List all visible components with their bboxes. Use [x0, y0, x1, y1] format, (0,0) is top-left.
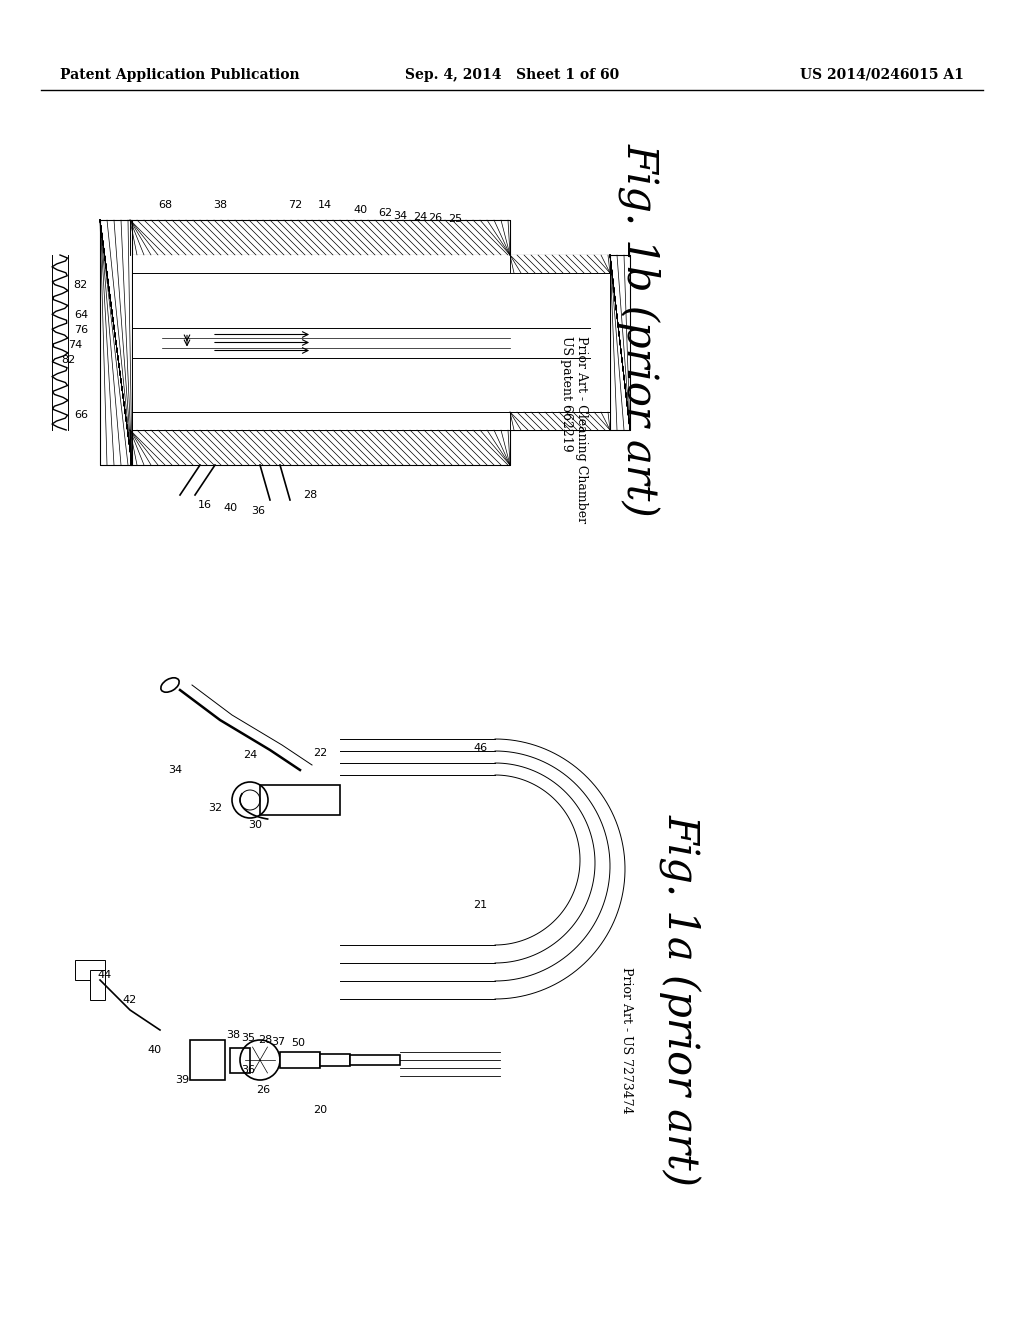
Text: Prior Art - US 7273474: Prior Art - US 7273474 — [620, 966, 633, 1113]
Text: 22: 22 — [313, 748, 327, 758]
Text: 30: 30 — [248, 820, 262, 830]
Bar — [280, 1052, 319, 1068]
Text: 76: 76 — [74, 325, 88, 335]
Text: Prior Art - Cleaning Chamber
US patent 662219: Prior Art - Cleaning Chamber US patent 6… — [560, 337, 588, 524]
Text: 72: 72 — [288, 201, 302, 210]
Text: 36: 36 — [241, 1065, 255, 1074]
Text: 24: 24 — [243, 750, 257, 760]
Text: 25: 25 — [447, 214, 462, 224]
Text: Fig. 1a (prior art): Fig. 1a (prior art) — [658, 814, 701, 1185]
Text: Patent Application Publication: Patent Application Publication — [60, 69, 300, 82]
Text: 16: 16 — [198, 500, 212, 510]
Bar — [510, 255, 610, 273]
Text: 38: 38 — [226, 1030, 240, 1040]
Text: 68: 68 — [158, 201, 172, 210]
Text: 40: 40 — [353, 205, 367, 215]
Text: 38: 38 — [213, 201, 227, 210]
Bar — [132, 255, 610, 430]
Text: 40: 40 — [223, 503, 238, 513]
Bar — [75, 960, 105, 979]
Text: 28: 28 — [258, 1035, 272, 1045]
Bar — [510, 412, 610, 430]
Bar — [230, 1048, 250, 1073]
Text: 28: 28 — [303, 490, 317, 500]
Text: 26: 26 — [256, 1085, 270, 1096]
Text: 42: 42 — [123, 995, 137, 1005]
Text: 66: 66 — [74, 411, 88, 420]
Bar — [100, 220, 132, 465]
Text: 82: 82 — [74, 280, 88, 290]
Text: 82: 82 — [60, 355, 75, 366]
Text: 14: 14 — [317, 201, 332, 210]
Text: 24: 24 — [413, 213, 427, 222]
Text: Fig. 1b (prior art): Fig. 1b (prior art) — [618, 143, 662, 517]
Text: 36: 36 — [251, 506, 265, 516]
Bar — [130, 220, 510, 255]
Bar — [190, 1040, 225, 1080]
Text: US 2014/0246015 A1: US 2014/0246015 A1 — [800, 69, 964, 82]
Text: 39: 39 — [175, 1074, 189, 1085]
Bar — [610, 255, 630, 430]
Text: 21: 21 — [473, 900, 487, 909]
Text: 34: 34 — [168, 766, 182, 775]
Text: 44: 44 — [98, 970, 112, 979]
Text: 64: 64 — [74, 310, 88, 319]
Text: 20: 20 — [313, 1105, 327, 1115]
Bar — [260, 785, 340, 814]
Text: 35: 35 — [241, 1034, 255, 1043]
Text: 37: 37 — [271, 1038, 285, 1047]
Text: 74: 74 — [68, 341, 82, 350]
Text: 40: 40 — [147, 1045, 162, 1055]
Text: 32: 32 — [208, 803, 222, 813]
Text: 50: 50 — [291, 1038, 305, 1048]
Text: 46: 46 — [473, 743, 487, 752]
Text: 26: 26 — [428, 213, 442, 223]
Bar — [90, 970, 105, 1001]
Bar — [350, 1055, 400, 1065]
Bar — [319, 1053, 350, 1067]
Bar — [130, 430, 510, 465]
Text: 62: 62 — [378, 209, 392, 218]
Text: Sep. 4, 2014   Sheet 1 of 60: Sep. 4, 2014 Sheet 1 of 60 — [404, 69, 620, 82]
Text: 34: 34 — [393, 211, 408, 220]
